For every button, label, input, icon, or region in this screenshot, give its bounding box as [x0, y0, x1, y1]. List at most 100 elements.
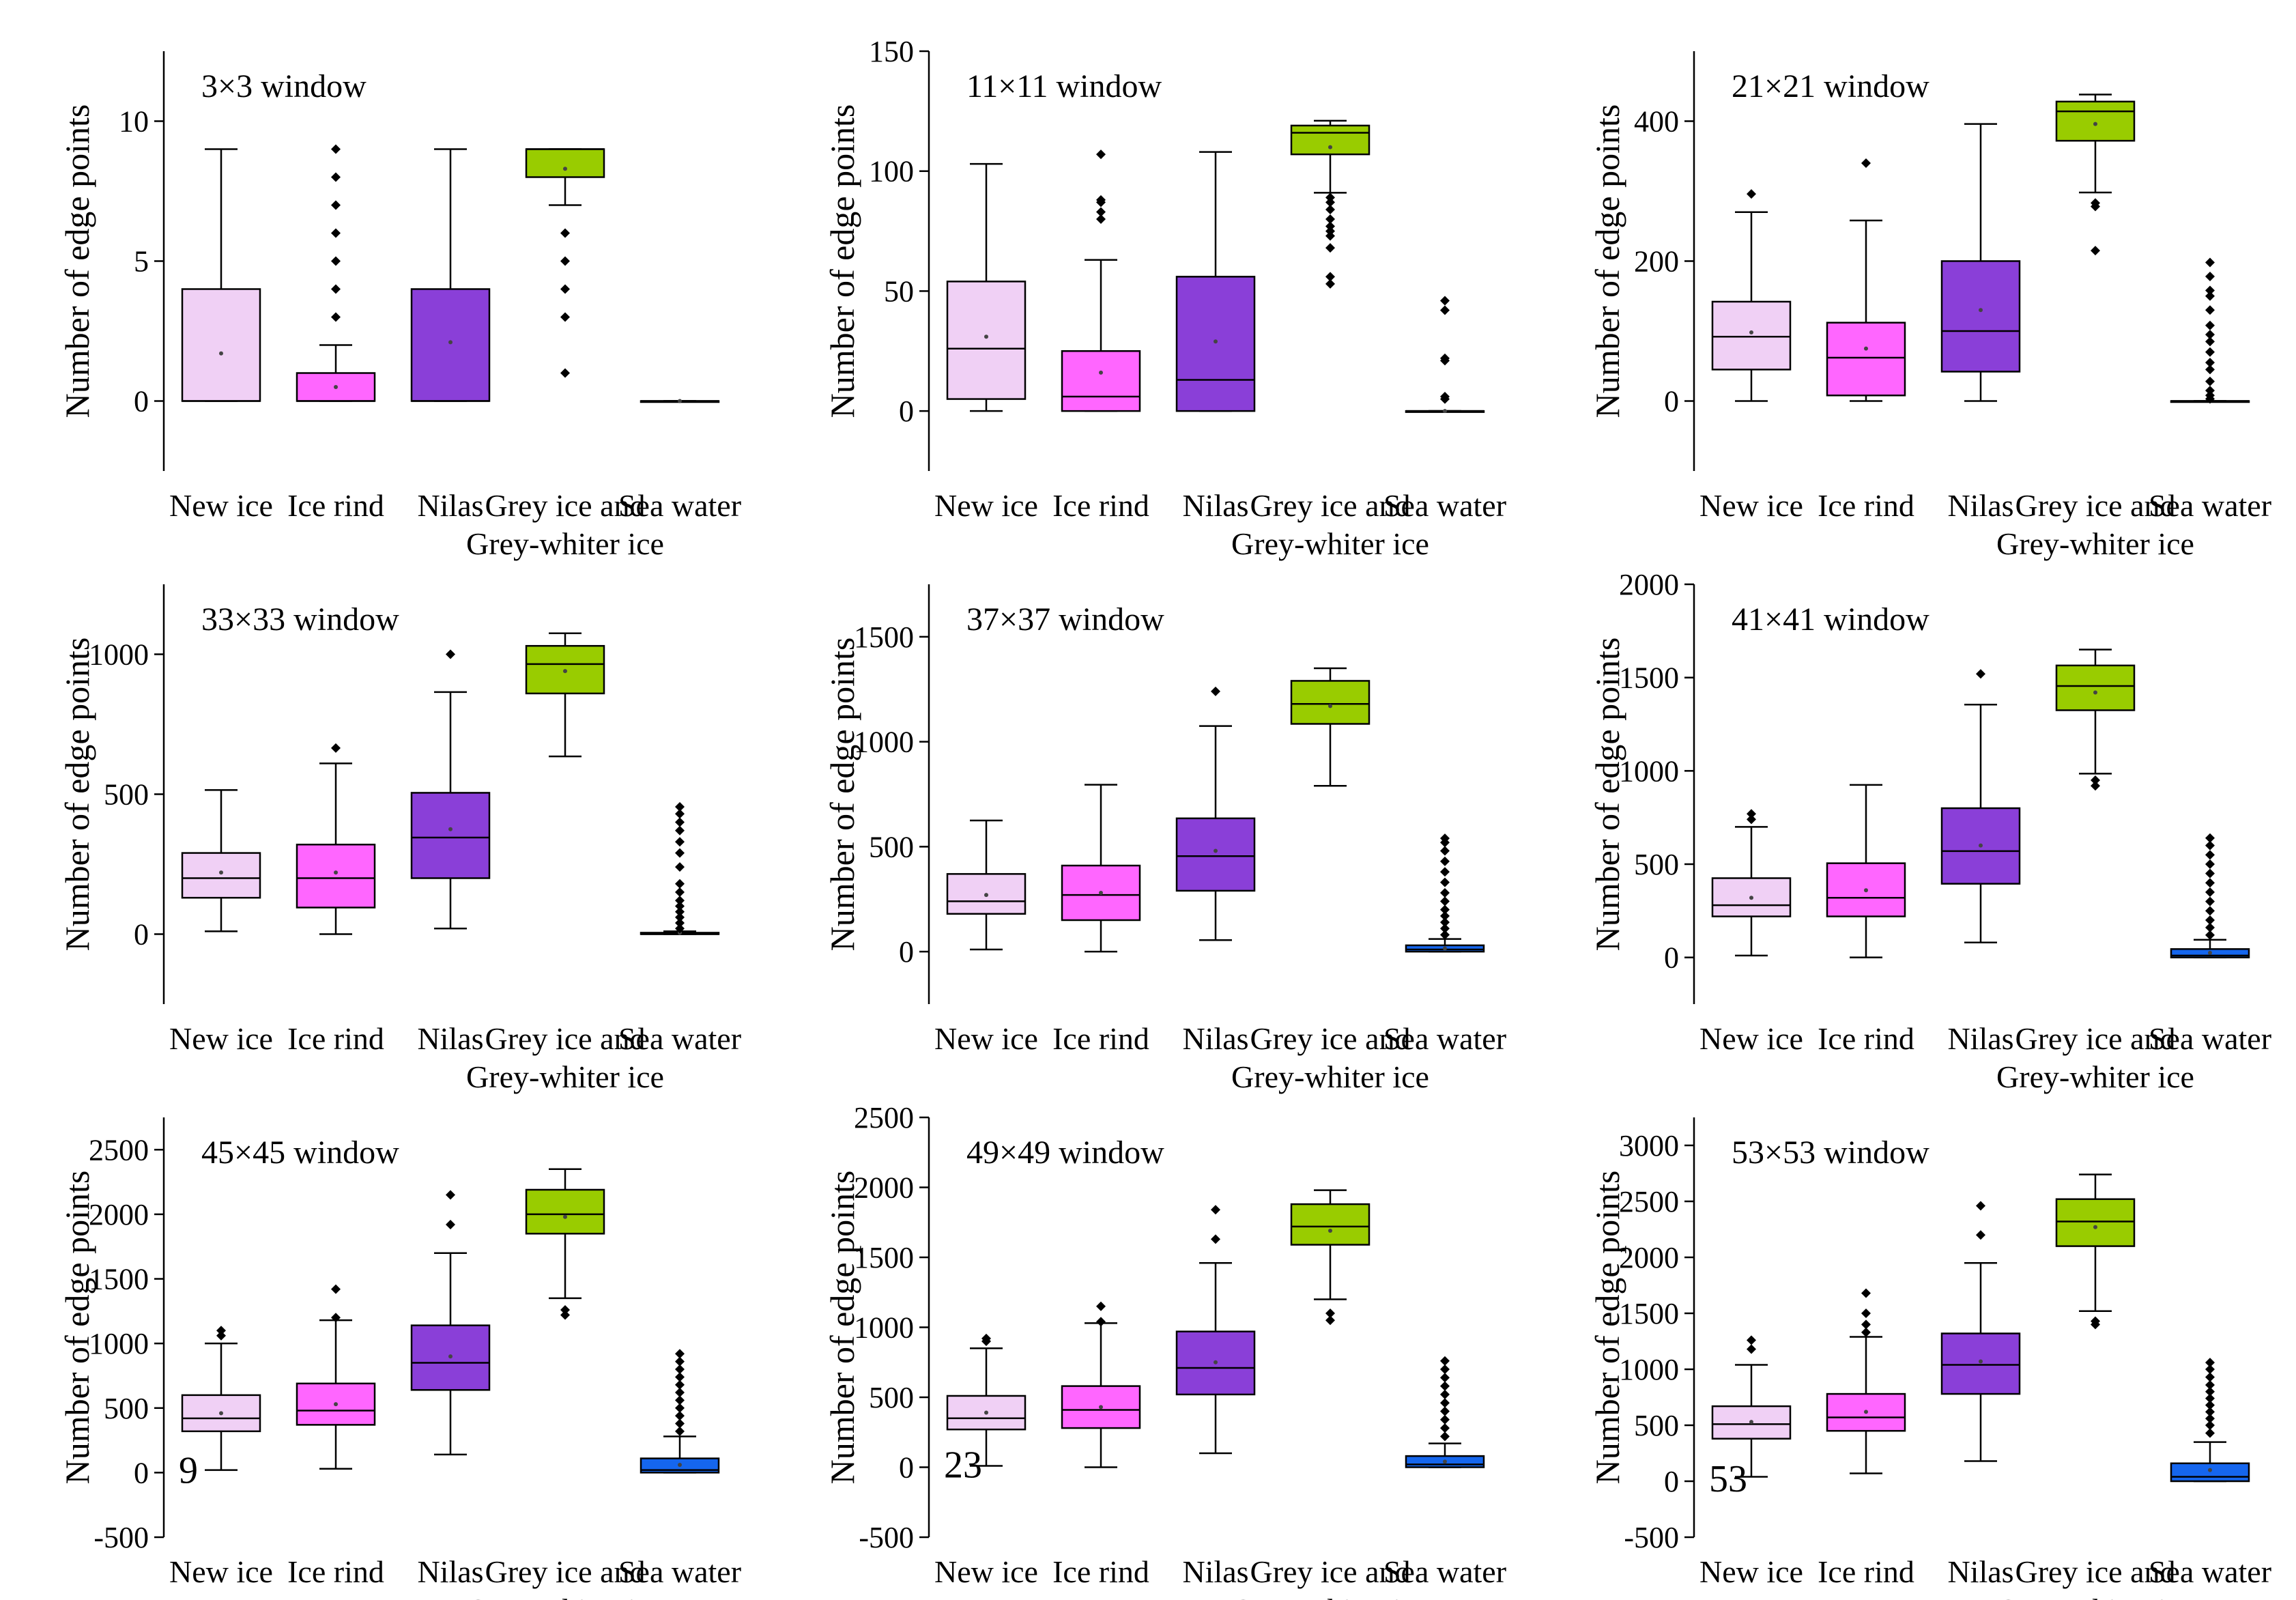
box — [1290, 680, 1371, 725]
outlier-point — [1976, 1230, 1985, 1240]
outlier-point — [2205, 1393, 2215, 1403]
outlier-point — [1440, 867, 1450, 877]
mean-marker — [2093, 690, 2097, 695]
outlier-point — [446, 1190, 455, 1200]
outlier-point — [1325, 221, 1335, 231]
outlier-point — [2205, 1407, 2215, 1417]
mean-marker — [563, 167, 567, 171]
chart-panel: -500 0 500 1000 1500 2000 2500 Number of edge p… — [58, 1117, 741, 1600]
y-tick-label: 1000 — [89, 1327, 149, 1360]
outlier-point — [1747, 189, 1756, 199]
outlier-point — [2205, 257, 2215, 268]
y-tick-label: 1500 — [89, 1263, 149, 1296]
box — [1290, 124, 1371, 156]
x-tick-label: Ice rind — [1052, 488, 1149, 523]
chart-panel: -500 0 500 1000 1500 2000 2500 Number of edge p… — [823, 1101, 1506, 1600]
mean-marker — [1099, 1405, 1103, 1410]
mean-marker — [1328, 145, 1332, 149]
y-tick-label: 500 — [104, 778, 149, 812]
outlier-point — [2205, 320, 2215, 330]
outlier-point — [1325, 197, 1335, 208]
outlier-point — [2205, 1414, 2215, 1424]
outlier-point — [1440, 392, 1450, 402]
mean-marker — [448, 827, 453, 831]
outlier-point — [2205, 859, 2215, 869]
outlier-point — [675, 1356, 685, 1367]
outlier-point — [675, 1372, 685, 1382]
y-tick-label: 1500 — [1619, 1297, 1679, 1330]
x-tick-label: Ice rind — [1818, 1554, 1914, 1589]
y-tick-label: 1000 — [1619, 754, 1679, 788]
chart-title: 49×49 window — [966, 1134, 1164, 1171]
x-tick-label: New ice — [934, 1021, 1038, 1056]
outlier-point — [2205, 930, 2215, 940]
chart-title: 53×53 window — [1732, 1134, 1929, 1171]
x-tick-label: New ice — [1699, 1554, 1803, 1589]
mean-marker — [1328, 704, 1332, 709]
outlier-point — [2205, 1386, 2215, 1397]
outlier-point — [675, 817, 685, 827]
outlier-point — [2205, 878, 2215, 888]
outlier-point — [2205, 1372, 2215, 1382]
box — [1711, 300, 1792, 371]
y-axis-label: Number of edge points — [58, 638, 96, 952]
x-tick-label: Ice rind — [287, 1554, 384, 1589]
mean-marker — [1328, 1229, 1332, 1233]
box — [2055, 664, 2136, 711]
outlier-point — [981, 1333, 991, 1343]
y-tick-label: 2000 — [1619, 1241, 1679, 1274]
box — [296, 844, 376, 909]
x-tick-label: New ice — [1699, 488, 1803, 523]
outlier-point — [331, 743, 341, 753]
outlier-point — [560, 228, 570, 238]
mean-marker — [1214, 848, 1218, 853]
chart-title: 3×3 window — [201, 68, 367, 104]
outlier-point — [1096, 1317, 1106, 1327]
outlier-point — [1440, 296, 1450, 306]
x-tick-label: Sea water — [2149, 1021, 2271, 1056]
outlier-point — [1440, 904, 1450, 915]
outlier-point — [1440, 1356, 1450, 1366]
outlier-point — [2205, 390, 2215, 401]
outlier-point — [2205, 305, 2215, 315]
x-tick-label: Nilas — [417, 1021, 483, 1056]
outlier-point — [675, 1403, 685, 1413]
mean-marker — [1214, 339, 1218, 344]
mean-marker — [563, 669, 567, 674]
outlier-point — [2205, 1420, 2215, 1430]
outlier-point — [1325, 278, 1335, 289]
mean-marker — [2093, 122, 2097, 126]
outlier-point — [1440, 930, 1450, 940]
outlier-point — [1440, 911, 1450, 921]
outlier-point — [675, 809, 685, 819]
outlier-point — [1325, 243, 1335, 253]
outlier-point — [1440, 1389, 1450, 1399]
outlier-point — [1096, 1301, 1106, 1311]
y-tick-label: 0 — [134, 918, 149, 952]
outlier-point — [2205, 868, 2215, 878]
mean-marker — [1864, 1410, 1868, 1414]
outlier-point — [1440, 877, 1450, 887]
chart-title: 33×33 window — [201, 601, 399, 638]
outlier-point — [331, 256, 341, 266]
y-tick-label: 200 — [1634, 245, 1679, 278]
outlier-point — [1440, 888, 1450, 898]
outlier-point — [446, 649, 455, 659]
chart-panel: 0 500 1000 1500 2000 Number of edge points 41×… — [1588, 568, 2271, 1094]
y-tick-label: 500 — [104, 1392, 149, 1425]
outlier-point — [1747, 1344, 1756, 1354]
y-tick-label: 0 — [899, 935, 914, 969]
y-tick-label: -500 — [94, 1521, 149, 1554]
outlier-point — [560, 256, 570, 266]
outlier-point — [331, 200, 341, 210]
box — [1940, 260, 2021, 373]
mean-marker — [219, 870, 223, 875]
mean-marker — [1443, 409, 1447, 414]
outlier-point — [2205, 1428, 2215, 1438]
outlier-point — [1440, 917, 1450, 928]
y-axis-label: Number of edge points — [58, 1171, 96, 1485]
